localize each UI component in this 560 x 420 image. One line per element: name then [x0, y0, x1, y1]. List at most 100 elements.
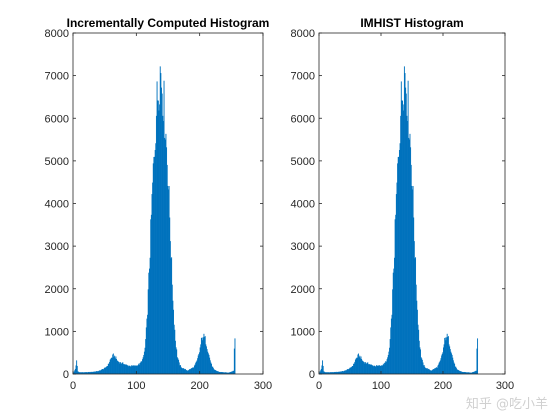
histogram-bar: [331, 372, 333, 374]
histogram-bar: [333, 371, 335, 374]
histogram-bar: [156, 81, 158, 374]
histogram-bar: [221, 372, 223, 374]
histogram-bar: [468, 372, 470, 374]
histogram-bar: [444, 338, 446, 374]
y-tick-label: 8000: [45, 28, 69, 40]
histogram-bar: [124, 364, 126, 374]
histogram-bar: [422, 362, 424, 374]
histogram-bar: [208, 354, 210, 374]
histogram-bar: [181, 368, 183, 374]
histogram-bar: [409, 133, 411, 374]
histogram-bar: [453, 362, 455, 374]
histogram-bar: [412, 189, 413, 374]
histogram-bar: [216, 370, 218, 374]
histogram-bar: [167, 185, 169, 374]
histogram-bar: [217, 371, 219, 374]
histogram-bar: [397, 163, 399, 374]
histogram-bar: [148, 272, 150, 374]
histogram-bar: [196, 360, 198, 374]
histogram-bar: [183, 369, 185, 374]
histogram-bar: [323, 371, 325, 374]
y-tick-label: 1000: [45, 326, 69, 338]
histogram-bar: [101, 369, 103, 374]
histogram-bar: [164, 137, 166, 374]
histogram-bar: [394, 219, 396, 374]
histogram-bar: [346, 369, 348, 374]
histogram-bar: [463, 372, 465, 374]
histogram-bar: [219, 372, 221, 374]
histogram-bar: [464, 371, 465, 374]
histogram-bar: [202, 337, 204, 374]
histogram-bar: [330, 372, 332, 374]
histogram-bar: [407, 121, 408, 374]
histogram-bar: [86, 372, 88, 374]
y-tick-label: 6000: [291, 113, 315, 125]
histogram-bar: [144, 347, 146, 374]
histogram-bar: [461, 371, 463, 374]
histogram-bar: [332, 372, 334, 374]
histogram-bar: [122, 362, 124, 374]
histogram-bar: [78, 372, 80, 374]
histogram-bar: [146, 318, 148, 374]
histogram-bar: [107, 363, 109, 374]
histogram-bar: [338, 371, 340, 374]
histogram-bar: [124, 364, 126, 374]
histogram-bar: [79, 372, 81, 374]
histogram-bar: [234, 338, 236, 374]
histogram-bar: [430, 370, 432, 374]
histogram-bar: [136, 365, 138, 374]
histogram-bar: [102, 368, 104, 374]
histogram-bar: [147, 289, 149, 374]
histogram-bar: [198, 353, 200, 374]
histogram-bar: [95, 371, 97, 374]
histogram-bar: [471, 372, 473, 374]
histogram-bar: [149, 257, 151, 374]
histogram-bar: [224, 372, 226, 374]
histogram-bar: [107, 366, 109, 374]
histogram-bar: [359, 358, 361, 374]
histogram-bar: [187, 370, 189, 374]
histogram-bar: [469, 372, 470, 374]
histogram-bar: [443, 344, 445, 374]
histogram-bar: [337, 371, 339, 374]
histogram-bar: [434, 368, 436, 374]
histogram-bar: [466, 372, 468, 374]
histogram-bar: [344, 370, 346, 374]
histogram-bar: [457, 370, 459, 374]
histogram-bar: [199, 347, 201, 374]
histogram-bar: [105, 366, 107, 374]
histogram-bar: [127, 365, 129, 374]
histogram-bar: [335, 372, 337, 374]
histogram-bar: [90, 372, 92, 374]
histogram-bar: [116, 358, 117, 374]
histogram-bar: [226, 372, 228, 374]
histogram-bar: [206, 349, 208, 374]
histogram-bar: [97, 371, 99, 374]
histogram-bar: [76, 365, 78, 374]
histogram-bar: [178, 359, 180, 374]
histogram-bar: [119, 362, 121, 374]
histogram-bar: [348, 369, 350, 374]
histogram-bar: [327, 372, 328, 374]
histogram-bar: [330, 372, 332, 374]
histogram-bar: [81, 372, 83, 374]
histogram-bar: [121, 362, 123, 374]
histogram-bar: [439, 360, 441, 374]
histogram-bar: [202, 340, 204, 374]
histogram-bar: [115, 356, 117, 374]
histogram-bar: [219, 371, 221, 374]
histogram-bar: [398, 156, 400, 374]
histogram-bar: [467, 372, 469, 374]
histogram-bar: [332, 372, 333, 374]
histogram-bar: [150, 214, 152, 374]
histogram-bar: [123, 364, 124, 374]
histogram-bar: [83, 372, 85, 374]
histogram-bar: [376, 365, 377, 374]
histogram-bar: [467, 372, 469, 374]
histogram-bar: [351, 366, 353, 374]
histogram-bar: [199, 352, 200, 374]
histogram-bar: [205, 344, 207, 374]
histogram-bar: [126, 365, 128, 374]
histogram-bar: [376, 365, 378, 374]
histogram-bar: [440, 358, 442, 374]
